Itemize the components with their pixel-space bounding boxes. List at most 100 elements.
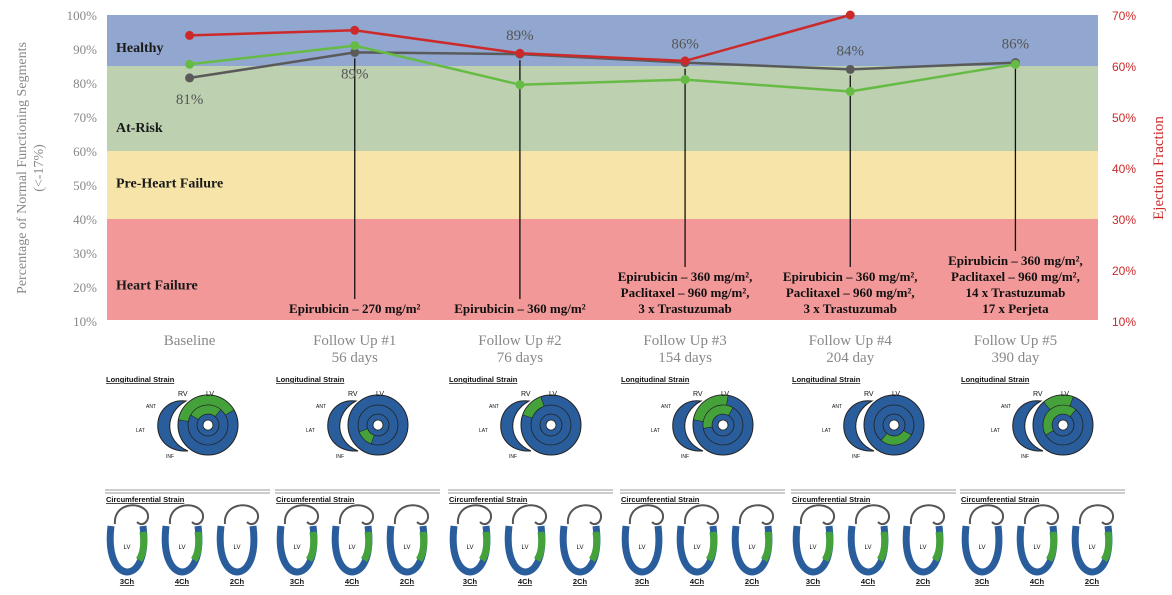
abnormal-segment	[190, 404, 222, 420]
lv-label: LV	[577, 545, 584, 551]
y-tick-left: 60%	[73, 144, 97, 159]
abnormal-segment	[702, 404, 734, 429]
annotation-leaders	[354, 58, 1017, 299]
heart-view: LV 4Ch	[331, 504, 374, 586]
circumferential-title: Circumferential Strain	[621, 495, 700, 504]
x-category-label: Follow Up #5	[974, 333, 1057, 349]
y-tick-right: 50%	[1112, 111, 1136, 125]
lv-apex	[545, 419, 557, 431]
point-label: 89%	[341, 66, 369, 82]
ventricle-wall	[961, 525, 1003, 576]
lv-apex	[717, 419, 729, 431]
atrium-outline	[223, 504, 259, 526]
rv-segment	[1012, 400, 1044, 452]
series-point	[185, 73, 195, 83]
lv-label: LV	[294, 545, 301, 551]
lv-label: LV	[1061, 391, 1069, 398]
annotation-line: 3 x Trastuzumab	[638, 301, 731, 316]
y-tick-left: 100%	[67, 8, 98, 23]
heart-view: LV 2Ch	[1071, 504, 1114, 586]
abnormal-wall	[761, 531, 773, 562]
series-point	[515, 80, 525, 90]
lv-label: LV	[124, 545, 131, 551]
abnormal-wall	[1046, 531, 1058, 562]
series-line-1	[189, 44, 1016, 93]
atrium-outline	[909, 504, 945, 526]
heart-view: LV 2Ch	[902, 504, 945, 586]
lat-label: LAT	[306, 428, 315, 434]
atrium-outline	[113, 504, 149, 526]
series-line-0	[189, 51, 1016, 80]
abnormal-segment	[358, 428, 375, 445]
lat-label: LAT	[136, 428, 145, 434]
y-tick-left: 30%	[73, 246, 97, 261]
annotation-line: Paclitaxel – 960 mg/m²,	[621, 285, 750, 300]
heart-view: LV 3Ch	[792, 504, 835, 586]
view-label: 3Ch	[975, 577, 990, 586]
rv-label: RV	[864, 391, 874, 398]
ant-label: ANT	[146, 404, 156, 410]
series-point	[350, 41, 360, 51]
view-label: 2Ch	[400, 577, 415, 586]
series-point	[680, 75, 690, 85]
lv-apex	[202, 419, 214, 431]
rv-segment	[672, 400, 704, 452]
heart-view: LV 3Ch	[449, 504, 492, 586]
heart-view: LV 4Ch	[847, 504, 890, 586]
heart-view: LV 2Ch	[559, 504, 602, 586]
heart-view: LV 3Ch	[276, 504, 319, 586]
x-category-sub: 56 days	[332, 350, 378, 366]
abnormal-segment	[1042, 404, 1077, 436]
abnormal-wall	[306, 531, 318, 562]
annotation-line: Epirubicin – 360 mg/m²,	[948, 253, 1083, 268]
view-label: 4Ch	[861, 577, 876, 586]
zone-label: Healthy	[116, 41, 163, 56]
view-label: 2Ch	[1085, 577, 1100, 586]
heart-view: LV 2Ch	[216, 504, 259, 586]
atrium-outline	[456, 504, 492, 526]
x-category-sub: 390 day	[991, 350, 1039, 366]
heart-view: LV 2Ch	[731, 504, 774, 586]
view-label: 4Ch	[690, 577, 705, 586]
view-label: 4Ch	[518, 577, 533, 586]
lat-label: LAT	[479, 428, 488, 434]
rv-label: RV	[178, 391, 188, 398]
atrium-outline	[566, 504, 602, 526]
circumferential-title: Circumferential Strain	[449, 495, 528, 504]
lv-label: LV	[404, 545, 411, 551]
y-tick-left: 20%	[73, 280, 97, 295]
ant-label: ANT	[316, 404, 326, 410]
abnormal-wall	[479, 531, 491, 562]
abnormal-segment	[1043, 394, 1074, 411]
point-labels: 81% 89% 89% 86% 84% 86%	[176, 28, 1029, 108]
longitudinal-title: Longitudinal Strain	[276, 375, 345, 384]
lv-label: LV	[810, 545, 817, 551]
circumferential-panel: Circumferential Strain LV 3Ch LV 4Ch LV 2Ch	[275, 489, 440, 586]
heart-view: LV 4Ch	[504, 504, 547, 586]
zone-labels: Healthy At-Risk Pre-Heart Failure Heart Fai…	[116, 41, 223, 293]
annotation-line: Epirubicin – 270 mg/m²	[289, 301, 420, 316]
abnormal-wall	[1101, 531, 1113, 562]
x-category-sub: 76 days	[497, 350, 543, 366]
abnormal-wall	[822, 531, 834, 562]
lv-label: LV	[522, 545, 529, 551]
zone-1	[107, 66, 1098, 151]
rv-label: RV	[693, 391, 703, 398]
lv-apex	[1057, 419, 1069, 431]
rv-label: RV	[521, 391, 531, 398]
point-label: 86%	[671, 37, 699, 53]
lv-label: LV	[179, 545, 186, 551]
circumferential-title: Circumferential Strain	[961, 495, 1040, 504]
x-category-label: Follow Up #3	[643, 333, 726, 349]
y-axis-label-right: Ejection Fraction	[1151, 116, 1167, 220]
lv-apex	[372, 419, 384, 431]
abnormal-wall	[361, 531, 373, 562]
x-category-label: Baseline	[164, 333, 216, 349]
heart-view: LV 3Ch	[621, 504, 664, 586]
view-label: 4Ch	[345, 577, 360, 586]
ant-label: ANT	[489, 404, 499, 410]
annotation-line: 3 x Trastuzumab	[804, 301, 897, 316]
atrium-outline	[1078, 504, 1114, 526]
